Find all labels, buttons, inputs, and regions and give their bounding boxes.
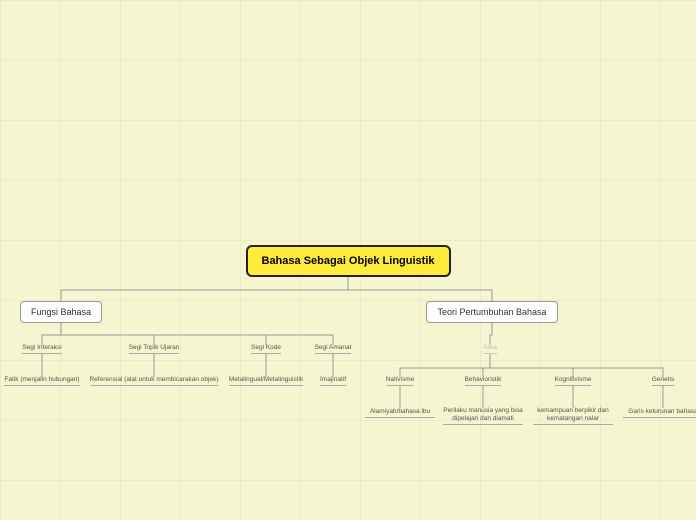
node-behavioristik[interactable]: Behavioristik xyxy=(465,376,502,386)
node-alamiyah[interactable]: Alamiyah/bahasa ibu xyxy=(365,408,435,419)
node-kemampuan[interactable]: kemampuan berpikir dan kematangan nalar xyxy=(533,407,613,426)
root-label: Bahasa Sebagai Objek Linguistik xyxy=(262,255,435,267)
node-genetis[interactable]: Genetis xyxy=(652,376,674,386)
sub-label: Teori Pertumbuhan Bahasa xyxy=(437,307,546,317)
node-segi-interaksi[interactable]: Segi Interaksi xyxy=(22,344,61,354)
node-imajinatif[interactable]: Imajinatif xyxy=(320,376,346,386)
sub-label: Fungsi Bahasa xyxy=(31,307,91,317)
node-garis[interactable]: Garis keturunan bahasa xyxy=(623,408,696,419)
node-fatik[interactable]: Fatik (menjalin hubungan) xyxy=(4,376,79,386)
sub-node-fungsi[interactable]: Fungsi Bahasa xyxy=(20,301,102,323)
node-perilaku[interactable]: Perilaku manusia yang bisa dipelajari da… xyxy=(443,407,523,426)
node-metalingual[interactable]: Metalingual/Metalinguistik xyxy=(229,376,303,386)
node-segi-kode[interactable]: Segi Kode xyxy=(251,344,281,354)
node-segi-amanat[interactable]: Segi Amanat xyxy=(315,344,352,354)
sub-node-teori[interactable]: Teori Pertumbuhan Bahasa xyxy=(426,301,557,323)
root-node[interactable]: Bahasa Sebagai Objek Linguistik xyxy=(246,245,451,277)
node-segi-topik[interactable]: Segi Topik Ujaran xyxy=(129,344,180,354)
node-referensial[interactable]: Referensial (alat untuk membicarakan obj… xyxy=(90,376,219,386)
node-kognitivisme[interactable]: Kognitivisme xyxy=(555,376,592,386)
node-nativisme[interactable]: Nativisme xyxy=(386,376,415,386)
node-area[interactable]: Area xyxy=(483,344,497,354)
